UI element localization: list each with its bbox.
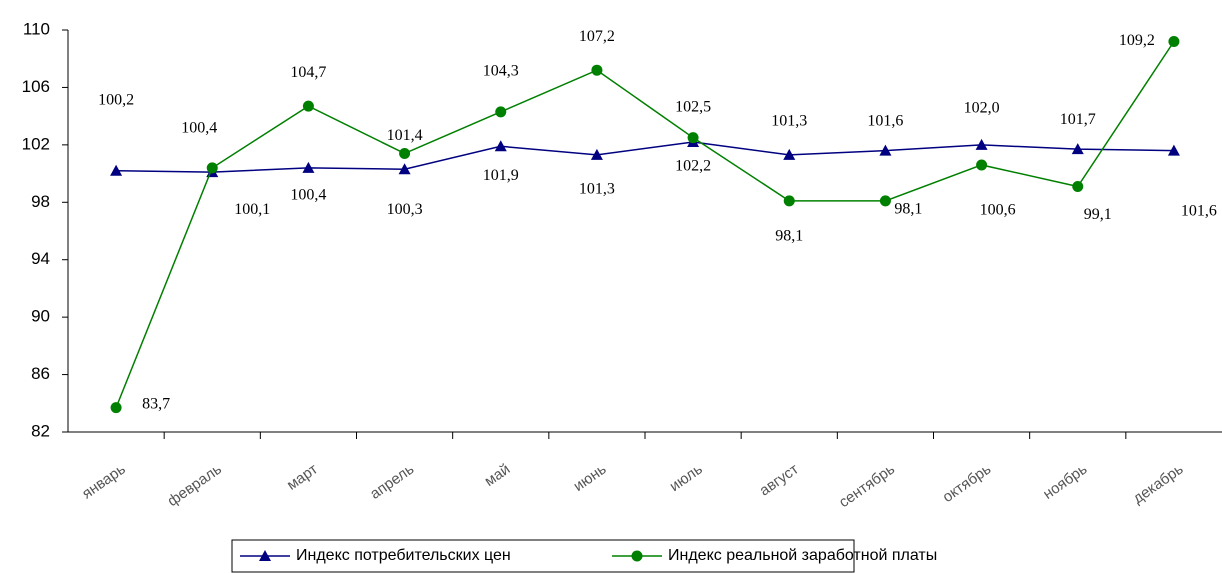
- value-label: 100,1: [234, 201, 270, 218]
- value-label: 101,6: [867, 112, 903, 129]
- marker: [975, 138, 988, 150]
- legend-marker: [631, 550, 643, 562]
- value-label: 100,4: [290, 187, 326, 204]
- value-label: 100,6: [980, 202, 1016, 219]
- value-label: 104,3: [483, 63, 519, 80]
- value-label: 101,4: [387, 127, 423, 144]
- marker: [302, 100, 314, 112]
- x-tick-label: декабрь: [1130, 460, 1187, 507]
- y-tick-label: 102: [22, 134, 50, 153]
- x-tick-label: июль: [667, 461, 706, 496]
- y-tick-label: 90: [31, 307, 50, 326]
- x-tick-label: май: [481, 461, 513, 490]
- legend-label: Индекс потребительских цен: [296, 547, 511, 564]
- marker: [590, 148, 603, 160]
- x-tick-label: февраль: [164, 460, 225, 510]
- x-tick-label: октябрь: [939, 461, 994, 506]
- x-tick-label: август: [756, 461, 801, 500]
- x-tick-label: январь: [79, 461, 129, 503]
- value-label: 83,7: [142, 395, 170, 412]
- marker: [687, 132, 699, 144]
- legend-marker: [259, 550, 271, 561]
- x-tick-label: ноябрь: [1040, 460, 1090, 502]
- legend-label: Индекс реальной заработной платы: [668, 547, 937, 564]
- x-tick-label: сентябрь: [836, 461, 898, 512]
- series-line: [115, 41, 1175, 408]
- value-label: 98,1: [894, 201, 922, 218]
- marker: [206, 162, 218, 174]
- marker: [398, 163, 411, 175]
- marker: [302, 161, 315, 173]
- y-tick-label: 82: [31, 421, 50, 440]
- value-label: 100,3: [387, 201, 423, 218]
- y-tick-label: 86: [31, 364, 50, 383]
- marker: [494, 140, 507, 152]
- legend: [231, 539, 855, 573]
- marker: [110, 164, 123, 176]
- marker: [110, 402, 122, 414]
- value-label: 101,9: [483, 167, 519, 184]
- value-label: 102,5: [675, 98, 711, 115]
- marker: [1072, 180, 1084, 192]
- value-label: 101,3: [771, 113, 807, 130]
- marker: [591, 64, 603, 76]
- value-label: 101,3: [579, 181, 615, 198]
- marker: [1071, 143, 1084, 155]
- marker: [399, 147, 411, 159]
- value-label: 98,1: [775, 228, 803, 245]
- marker: [495, 106, 507, 118]
- value-label: 107,2: [579, 28, 615, 45]
- value-label: 101,6: [1181, 202, 1217, 219]
- series-line: [116, 141, 1174, 173]
- value-label: 101,7: [1060, 111, 1096, 128]
- value-label: 109,2: [1119, 32, 1155, 49]
- x-tick-label: апрель: [367, 460, 417, 502]
- marker: [976, 159, 988, 171]
- marker: [1168, 35, 1180, 47]
- value-label: 100,4: [181, 120, 217, 137]
- value-label: 100,2: [98, 91, 134, 108]
- value-label: 104,7: [290, 64, 326, 81]
- marker: [783, 195, 795, 207]
- value-label: 102,0: [964, 100, 1000, 117]
- marker: [1167, 144, 1180, 156]
- y-tick-label: 106: [22, 77, 50, 96]
- marker: [879, 195, 891, 207]
- x-tick-label: июнь: [570, 460, 609, 495]
- y-tick-label: 98: [31, 192, 50, 211]
- value-label: 102,2: [675, 158, 711, 175]
- marker: [783, 148, 796, 160]
- x-tick-label: март: [284, 461, 321, 494]
- marker: [879, 144, 892, 156]
- y-tick-label: 94: [31, 249, 50, 268]
- value-label: 99,1: [1084, 206, 1112, 223]
- y-tick-label: 110: [23, 19, 50, 38]
